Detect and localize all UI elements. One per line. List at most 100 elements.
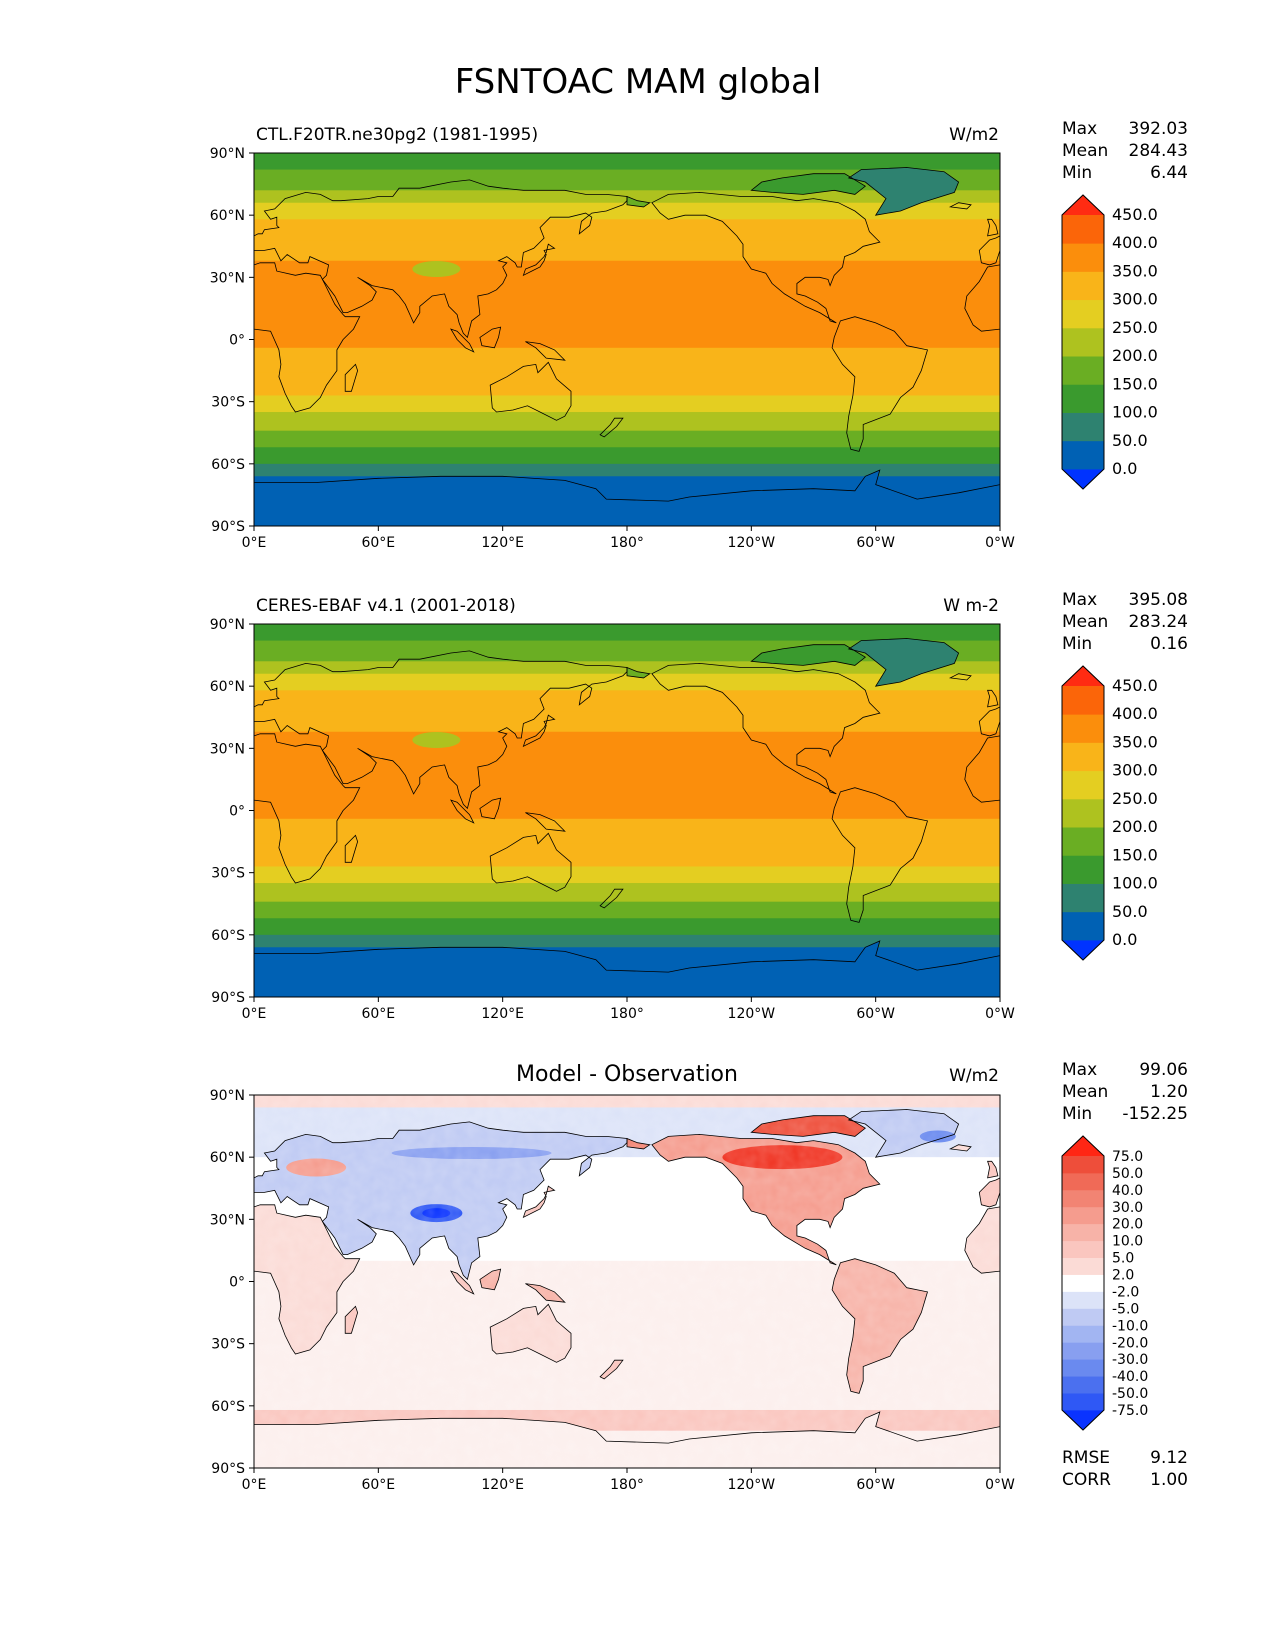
colorbar-tick-label: 100.0	[1112, 403, 1158, 422]
zonal-band	[254, 901, 1000, 919]
panel-model-axes: 0°E 60°E 120°E 180° 120°W 60°W 0°W 90°N 60°N 30°N…	[210, 146, 1015, 551]
speckle-texture	[254, 1095, 1000, 1468]
stat-min-label: Min	[1062, 1104, 1092, 1124]
coastline-borneo	[479, 326, 502, 349]
coastline-baffin-arctic	[750, 644, 867, 666]
y-tick-label: 90°S	[211, 519, 245, 535]
colorbar-segment	[1062, 1291, 1104, 1309]
colorbar-segment	[1062, 1342, 1104, 1360]
coastline-eurasia	[254, 1121, 628, 1281]
colorbar-extend-max	[1062, 666, 1104, 686]
panel-obs-stats: Max 395.08 Mean 283.24 Min 0.16	[1062, 590, 1188, 654]
coastline-sumatra	[450, 799, 475, 824]
colorbar-tick-label: 75.0	[1112, 1149, 1143, 1165]
stat-max-value: 395.08	[1129, 590, 1188, 610]
zonal-band	[254, 395, 1000, 413]
zonal-band	[254, 240, 1000, 262]
coastline-iceland	[948, 673, 972, 681]
colorbar-segment	[1062, 1206, 1104, 1225]
colorbar-tick-label: 300.0	[1112, 761, 1158, 780]
colorbar-tick-label: 0.0	[1112, 930, 1137, 949]
zonal-band	[254, 843, 1000, 867]
colorbar-segment	[1062, 714, 1104, 743]
panel-model: CTL.F20TR.ne30pg2 (1981-1995) W/m2 0°E 60…	[210, 119, 1188, 551]
coastline-antarctica	[254, 469, 1000, 526]
colorbar-tick-label: 50.0	[1112, 902, 1148, 921]
colorbar-segment	[1062, 1376, 1104, 1394]
land-antarctica	[254, 941, 1000, 997]
colorbar-segment	[1062, 855, 1104, 884]
x-tick-label: 0°W	[985, 535, 1015, 551]
zonal-band	[254, 304, 1000, 324]
coastline-baffin-arctic	[750, 173, 867, 195]
x-tick-label: 60°E	[361, 1477, 395, 1493]
coastline-australia	[489, 361, 572, 421]
x-tick-label: 120°W	[728, 1006, 776, 1022]
colorbar-tick-label: -20.0	[1112, 1335, 1148, 1351]
zonal-band	[254, 260, 1000, 289]
colorbar-segment	[1062, 1240, 1104, 1258]
x-tick-label: 0°E	[242, 1006, 267, 1022]
stat-min-value: -152.25	[1122, 1104, 1188, 1124]
coastline-madagascar	[344, 363, 359, 392]
y-tick-label: 90°N	[210, 617, 245, 633]
zonal-band	[254, 322, 1000, 349]
panel-model-stats: Max 392.03 Mean 284.43 Min 6.44	[1062, 119, 1188, 183]
colorbar-tick-label: 20.0	[1112, 1217, 1143, 1233]
coastline-japan	[522, 243, 556, 277]
colorbar-outline	[1061, 665, 1105, 961]
x-tick-label: 60°E	[361, 535, 395, 551]
colorbar-tick-label: -75.0	[1112, 1403, 1148, 1419]
colorbar-segment	[1062, 1257, 1104, 1275]
y-tick-label: 30°S	[211, 866, 245, 882]
colorbar-segment	[1062, 440, 1104, 470]
zonal-band	[254, 463, 1000, 477]
coastline-greenland	[847, 167, 960, 216]
coastline-baffin-arctic	[750, 1115, 867, 1137]
x-tick-label: 180°	[610, 535, 644, 551]
coastline-europe-west	[978, 1177, 1000, 1208]
coastline-greenland	[847, 638, 960, 687]
coastline-borneo	[479, 797, 502, 820]
stat-mean-value: 284.43	[1129, 141, 1188, 161]
colorbar-tick-label: -30.0	[1112, 1352, 1148, 1368]
panel-obs: CERES-EBAF v4.1 (2001-2018) W m-2 0°E 60°…	[210, 590, 1188, 1022]
land-baffin-arctic	[751, 644, 866, 666]
coastline-north-america	[651, 1133, 881, 1266]
stat-mean-label: Mean	[1062, 612, 1108, 632]
x-tick-label: 60°E	[361, 1006, 395, 1022]
coastline-north-america	[651, 191, 881, 324]
y-tick-label: 30°N	[210, 741, 245, 757]
x-tick-label: 0°W	[985, 1006, 1015, 1022]
colorbar-extend-max	[1062, 1136, 1104, 1156]
colorbar-tick-label: 450.0	[1112, 676, 1158, 695]
colorbar-tick-label: 100.0	[1112, 874, 1158, 893]
colorbar-segment	[1062, 1308, 1104, 1326]
colorbar-extend-min	[1062, 469, 1104, 489]
land-baffin-arctic	[751, 173, 866, 195]
zonal-band	[254, 153, 1000, 171]
zonal-band	[254, 918, 1000, 936]
panel-obs-units: W m-2	[943, 596, 999, 616]
colorbar-segment	[1062, 412, 1104, 442]
colorbar-tick-label: 300.0	[1112, 290, 1158, 309]
colorbar-tick-label: -2.0	[1112, 1284, 1139, 1300]
coastline-africa-west	[964, 735, 1000, 803]
coastline-australia	[489, 1303, 572, 1363]
coastline-eurasia	[254, 650, 628, 810]
colorbar-segment	[1062, 827, 1104, 856]
colorbar-segment	[1062, 686, 1104, 715]
figure-title: FSNTOAC MAM global	[455, 62, 822, 102]
stat-min-value: 0.16	[1150, 634, 1188, 654]
zonal-band	[254, 447, 1000, 465]
coastline-iceland	[948, 1144, 972, 1152]
zonal-band	[254, 866, 1000, 884]
zonal-band	[254, 690, 1000, 712]
stat-rmse-label: RMSE	[1062, 1448, 1110, 1468]
stat-mean-value: 1.20	[1150, 1082, 1188, 1102]
colorbar-segment	[1062, 384, 1104, 413]
coastline-africa	[254, 1204, 361, 1355]
coastline-chukotka	[626, 666, 651, 679]
zonal-band	[254, 934, 1000, 948]
